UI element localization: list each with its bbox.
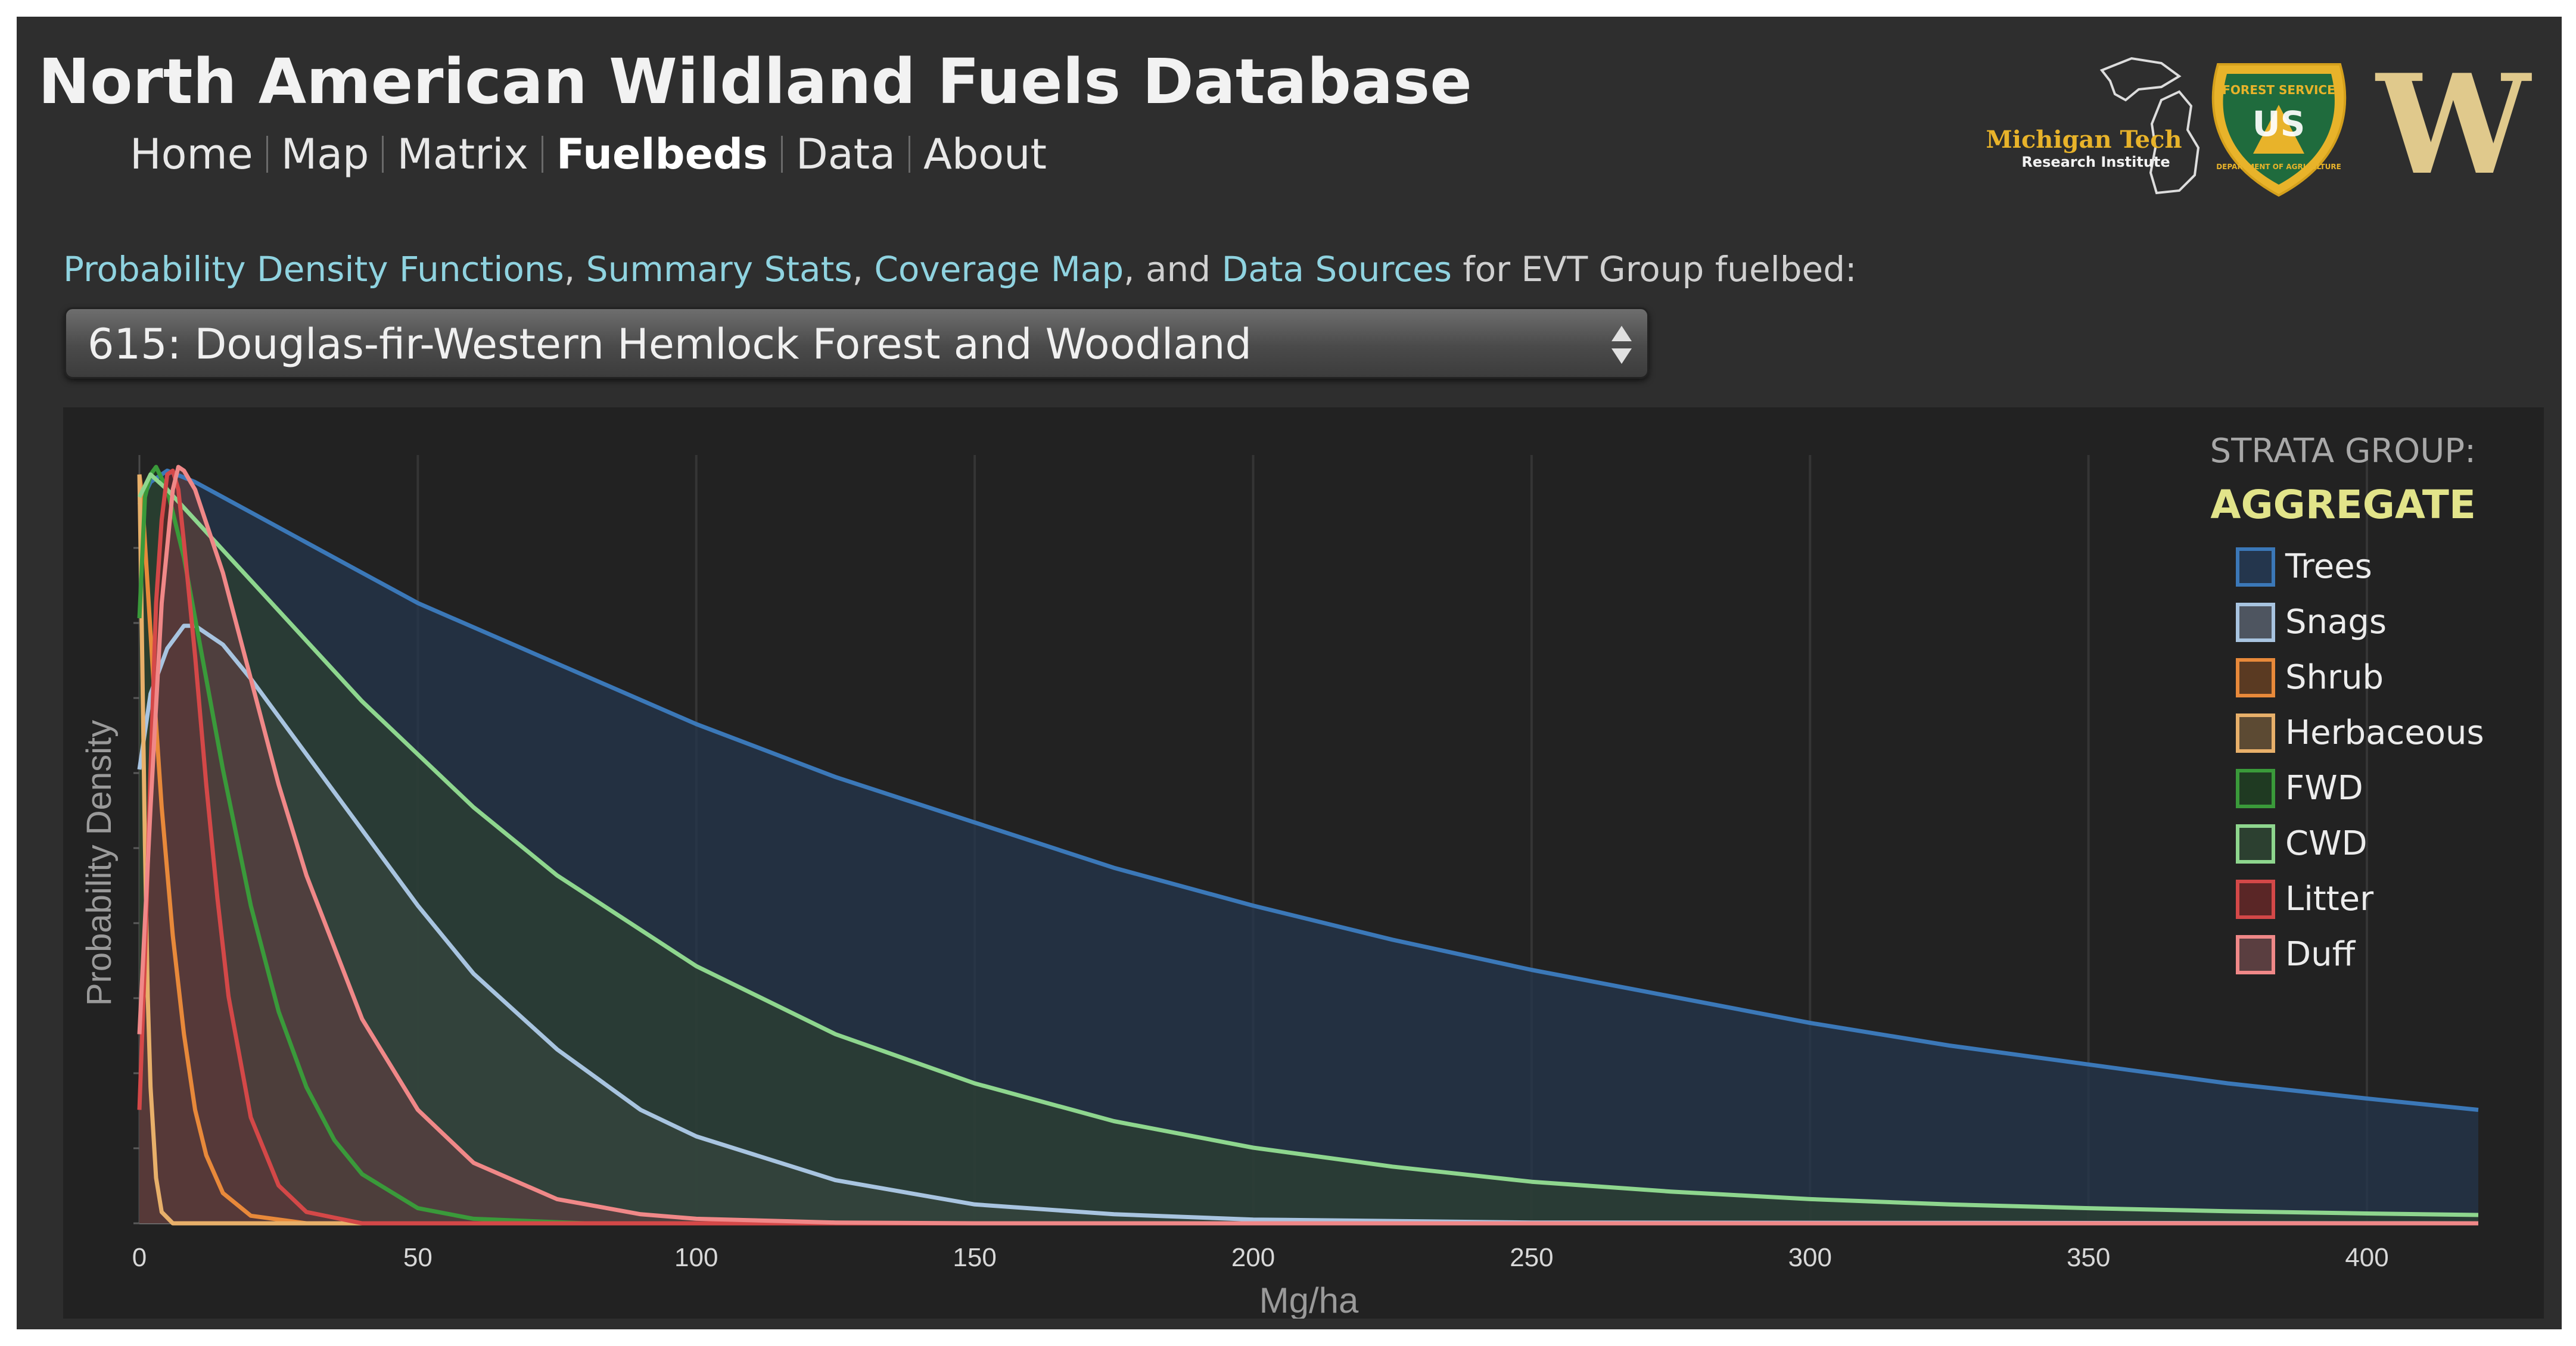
series-line-litter[interactable]: [137, 468, 2478, 1226]
fuelbed-select-value: 615: Douglas-fir-Western Hemlock Forest …: [88, 320, 1252, 369]
site-title: North American Wildland Fuels Database: [38, 45, 1472, 118]
nav-about[interactable]: About: [923, 130, 1047, 179]
x-tick-label: 0: [132, 1243, 147, 1272]
intro-sep: ,: [852, 249, 875, 289]
legend-swatch-fwd[interactable]: [2236, 769, 2275, 808]
x-axis-label: Mg/ha: [1259, 1280, 1359, 1319]
x-tick-label: 400: [2345, 1243, 2388, 1272]
usfs-bottom-text: DEPARTMENT OF AGRICULTURE: [2216, 163, 2341, 171]
legend-label-snags[interactable]: Snags: [2285, 603, 2387, 641]
coverage-map-link[interactable]: Coverage Map: [874, 249, 1124, 289]
pdf-chart: 0 50 100 150 200 250 300 350 400 Mg/ha Probability…: [80, 432, 2484, 1319]
series-area-cwd: [139, 474, 2478, 1224]
legend-label-herbaceous[interactable]: Herbaceous: [2285, 713, 2484, 752]
mtri-name: Michigan Tech: [1986, 126, 2182, 154]
mtri-subtitle: Research Institute: [2021, 154, 2170, 170]
legend-subtitle: AGGREGATE: [2210, 482, 2476, 528]
summary-stats-link[interactable]: Summary Stats: [586, 249, 853, 289]
series-line-duff[interactable]: [137, 465, 2478, 1226]
main-nav: Home Map Matrix Fuelbeds Data About: [130, 130, 1047, 179]
nav-matrix[interactable]: Matrix: [397, 130, 528, 179]
series-line-snags[interactable]: [137, 624, 2479, 1226]
usfs-letters: US: [2253, 104, 2306, 144]
tree-icon: [2253, 105, 2304, 154]
y-axis-label: Probability Density: [80, 720, 119, 1006]
nav-map[interactable]: Map: [281, 130, 369, 179]
legend-swatch-duff[interactable]: [2236, 935, 2275, 974]
x-tick-label: 100: [674, 1243, 718, 1272]
partner-logos: Michigan Tech Research Institute FOREST …: [1986, 45, 2532, 205]
legend-label-fwd[interactable]: FWD: [2285, 769, 2363, 808]
nav-separator: [266, 136, 268, 173]
legend-label-litter[interactable]: Litter: [2285, 880, 2374, 918]
series-line-shrub[interactable]: [137, 474, 2478, 1226]
legend-label-shrub[interactable]: Shrub: [2285, 658, 2384, 697]
app-window: North American Wildland Fuels Database H…: [17, 17, 2562, 1329]
legend-swatch-herbaceous[interactable]: [2236, 713, 2275, 753]
legend-label-cwd[interactable]: CWD: [2285, 824, 2367, 863]
select-arrows-icon: [1611, 326, 1632, 364]
x-tick-label: 300: [1788, 1243, 1832, 1272]
nav-separator: [382, 136, 384, 173]
series-line-cwd[interactable]: [137, 472, 2479, 1217]
nav-separator: [908, 136, 910, 173]
fuelbed-select[interactable]: 615: Douglas-fir-Western Hemlock Forest …: [64, 307, 1649, 379]
legend-swatch-cwd[interactable]: [2236, 824, 2275, 864]
usfs-top-text: FOREST SERVICE: [2222, 83, 2335, 97]
intro-sep: ,: [564, 249, 586, 289]
nav-separator: [780, 136, 783, 173]
intro-sep: , and: [1124, 249, 1222, 289]
x-tick-label: 50: [403, 1243, 433, 1272]
legend-swatch-litter[interactable]: [2236, 880, 2275, 919]
legend-title: STRATA GROUP:: [2210, 432, 2476, 471]
chart-panel: 0 50 100 150 200 250 300 350 400 Mg/ha Probability…: [63, 407, 2544, 1319]
pdf-link[interactable]: Probability Density Functions: [63, 249, 564, 289]
x-tick-label: 150: [953, 1243, 996, 1272]
series-line-trees[interactable]: [137, 468, 2479, 1112]
x-tick-label: 200: [1231, 1243, 1275, 1272]
uw-logo[interactable]: W: [2375, 45, 2532, 205]
legend-label-trees[interactable]: Trees: [2285, 547, 2372, 586]
intro-suffix: for EVT Group fuelbed:: [1451, 249, 1857, 289]
x-tick-label: 350: [2067, 1243, 2110, 1272]
legend-label-duff[interactable]: Duff: [2285, 935, 2356, 974]
intro-text: Probability Density Functions, Summary S…: [63, 249, 1857, 289]
nav-data[interactable]: Data: [795, 130, 895, 179]
nav-home[interactable]: Home: [130, 130, 253, 179]
legend-swatch-snags[interactable]: [2236, 603, 2275, 642]
nav-separator: [541, 136, 543, 173]
data-sources-link[interactable]: Data Sources: [1221, 249, 1452, 289]
x-tick-label: 250: [1510, 1243, 1553, 1272]
series-line-fwd[interactable]: [137, 465, 2478, 1226]
legend-swatch-shrub[interactable]: [2236, 658, 2275, 697]
legend-swatch-trees[interactable]: [2236, 547, 2275, 587]
series-line-herbaceous[interactable]: [137, 474, 2478, 1226]
michigan-outline-icon: [2099, 57, 2200, 195]
usfs-logo[interactable]: FOREST SERVICE US DEPARTMENT OF AGRICULT…: [2211, 63, 2347, 197]
nav-fuelbeds[interactable]: Fuelbeds: [556, 130, 768, 179]
mtri-logo[interactable]: Michigan Tech Research Institute: [1986, 57, 2200, 195]
series-area-duff: [139, 467, 2478, 1223]
